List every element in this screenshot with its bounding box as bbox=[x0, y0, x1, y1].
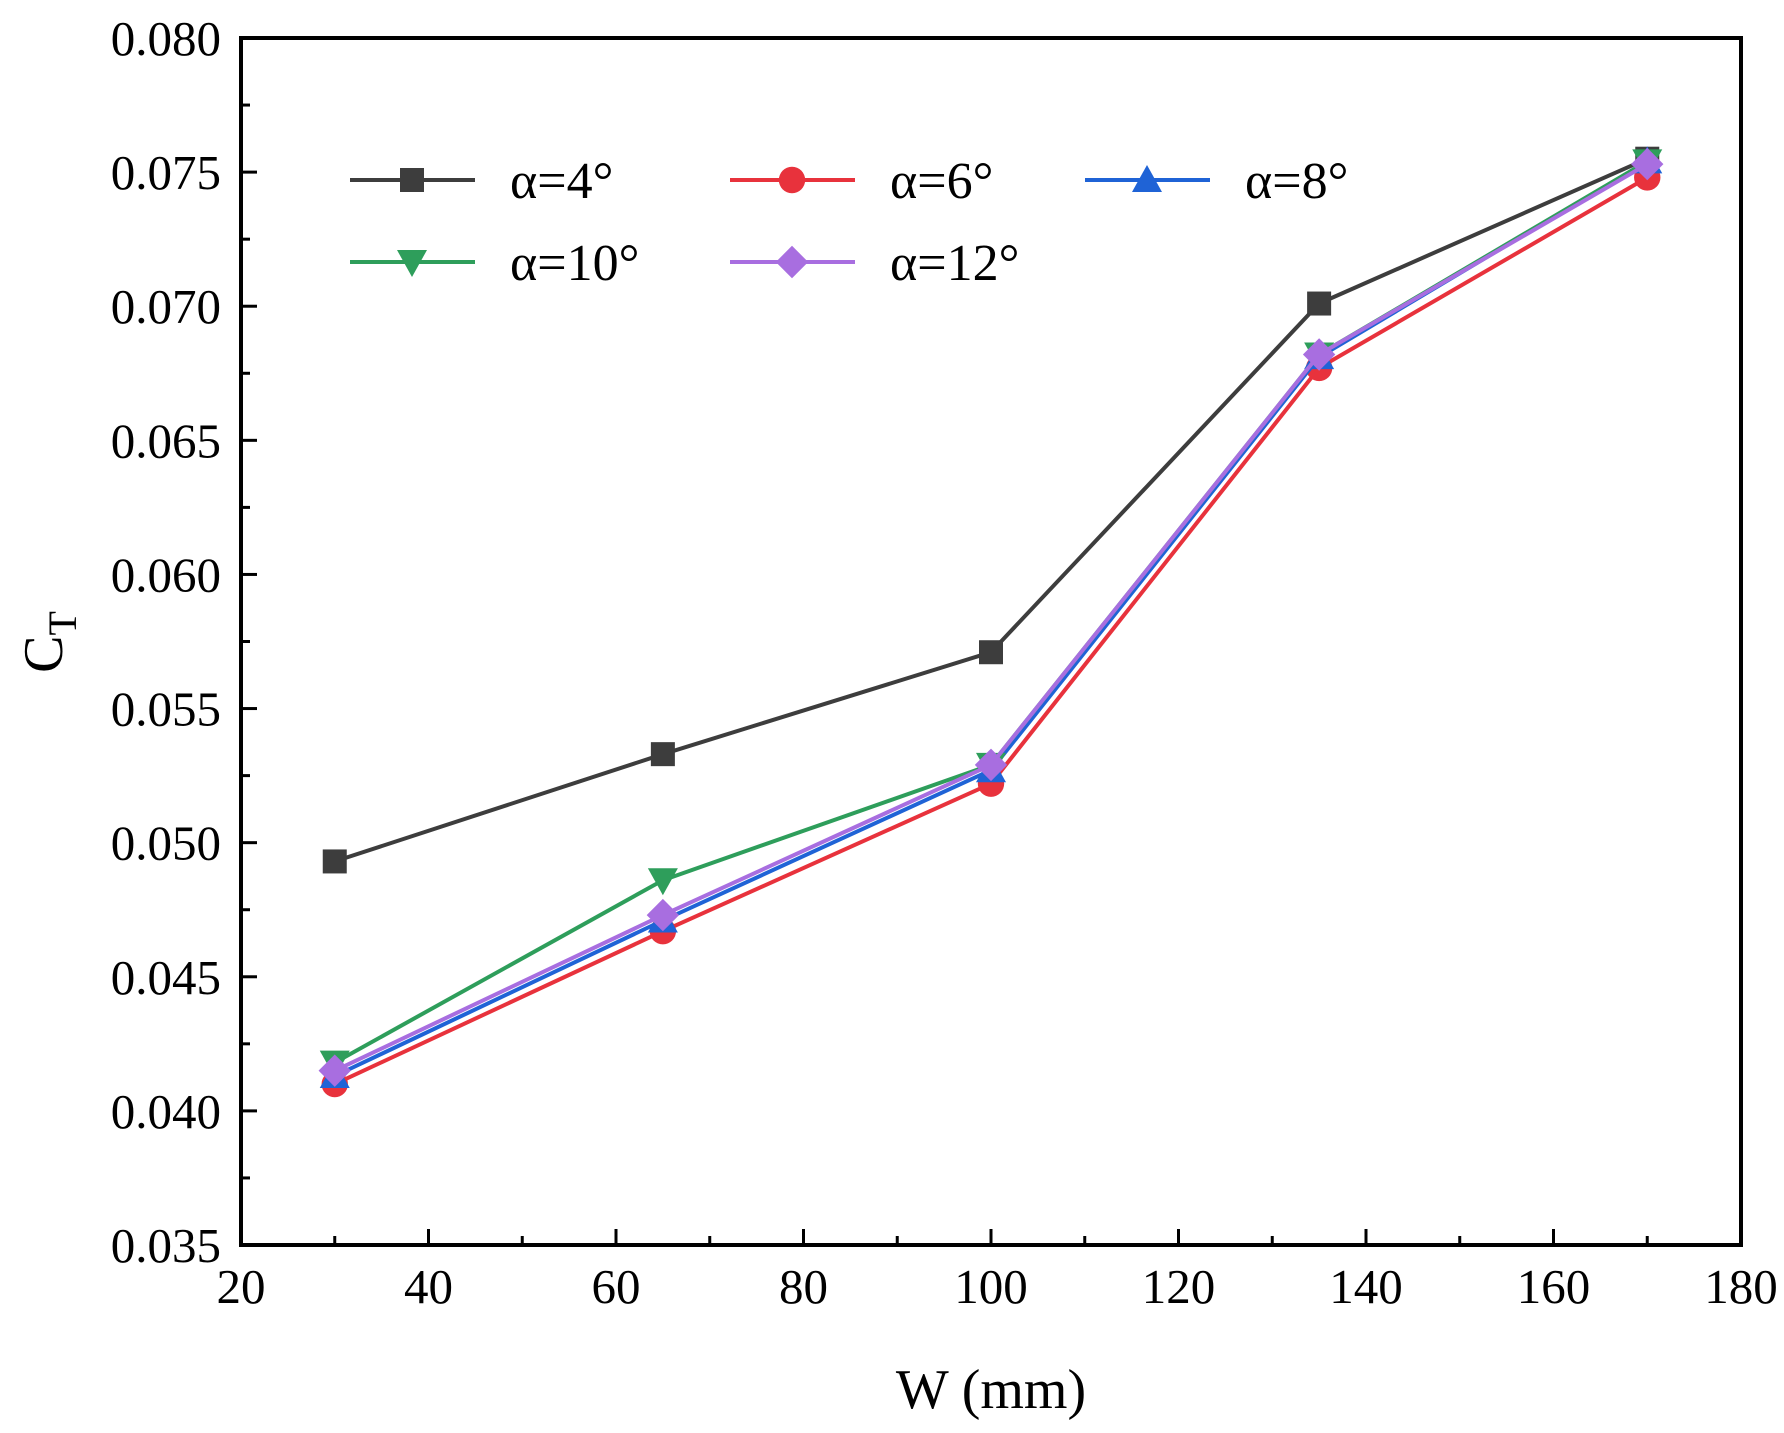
x-tick-label: 40 bbox=[404, 1259, 453, 1314]
x-tick-label: 80 bbox=[779, 1259, 828, 1314]
x-tick-label: 120 bbox=[1142, 1259, 1216, 1314]
data-point bbox=[974, 748, 1008, 782]
y-axis-title-subscript: T bbox=[40, 611, 85, 635]
y-tick-label: 0.075 bbox=[111, 145, 221, 200]
y-tick-label: 0.050 bbox=[111, 816, 221, 871]
x-axis-title: W (mm) bbox=[896, 1359, 1086, 1421]
legend-item: α=4° bbox=[350, 153, 613, 210]
y-tick-label: 0.040 bbox=[111, 1084, 221, 1139]
legend-label: α=10° bbox=[510, 235, 639, 292]
x-tick-label: 20 bbox=[217, 1259, 266, 1314]
series-line bbox=[333, 162, 1649, 1073]
legend-item: α=12° bbox=[730, 235, 1019, 292]
svg-text:CT: CT bbox=[13, 611, 85, 673]
y-tick-label: 0.060 bbox=[111, 547, 221, 602]
legend-label: α=8° bbox=[1245, 153, 1348, 210]
y-tick-label: 0.070 bbox=[111, 279, 221, 334]
series-4 bbox=[318, 147, 1664, 1087]
series-line bbox=[333, 159, 1649, 1065]
axis-ticks: 20 40 60 80 100 120 140 160 180 0.035 0.040 0.045 0.… bbox=[111, 11, 1778, 1314]
legend-marker bbox=[778, 166, 806, 194]
y-axis-title: CT bbox=[13, 611, 85, 673]
x-tick-label: 160 bbox=[1517, 1259, 1591, 1314]
legend-label: α=6° bbox=[890, 153, 993, 210]
data-point bbox=[1307, 291, 1332, 316]
x-tick-label: 140 bbox=[1329, 1259, 1403, 1314]
x-tick-label: 100 bbox=[954, 1259, 1028, 1314]
series-line bbox=[333, 159, 1649, 1078]
data-point bbox=[1631, 147, 1664, 181]
y-tick-label: 0.035 bbox=[111, 1218, 221, 1273]
y-tick-label: 0.055 bbox=[111, 682, 221, 737]
legend-item: α=6° bbox=[730, 153, 993, 210]
legend-item: α=10° bbox=[350, 235, 639, 292]
series-line bbox=[333, 175, 1649, 1086]
legend-label: α=12° bbox=[890, 235, 1019, 292]
legend-marker bbox=[400, 168, 424, 192]
y-tick-label: 0.080 bbox=[111, 11, 221, 66]
legend-marker bbox=[1132, 165, 1162, 192]
data-point bbox=[318, 1054, 351, 1087]
y-tick-label: 0.065 bbox=[111, 413, 221, 468]
legend-marker bbox=[775, 245, 809, 279]
x-tick-label: 180 bbox=[1704, 1259, 1778, 1314]
legend-item: α=8° bbox=[1085, 153, 1348, 210]
data-point bbox=[647, 868, 678, 896]
y-axis-title-main: C bbox=[13, 636, 75, 673]
series-layer bbox=[318, 146, 1664, 1098]
legend-label: α=4° bbox=[510, 153, 613, 210]
y-tick-label: 0.045 bbox=[111, 950, 221, 1005]
data-point bbox=[979, 640, 1003, 665]
data-point bbox=[1302, 338, 1336, 371]
data-point bbox=[650, 742, 675, 767]
legend: α=4° α=6° α=8° α=10° α=12° bbox=[350, 153, 1348, 292]
legend-marker bbox=[397, 250, 427, 277]
data-point bbox=[322, 849, 347, 874]
x-tick-label: 60 bbox=[592, 1259, 641, 1314]
data-point bbox=[646, 898, 680, 932]
